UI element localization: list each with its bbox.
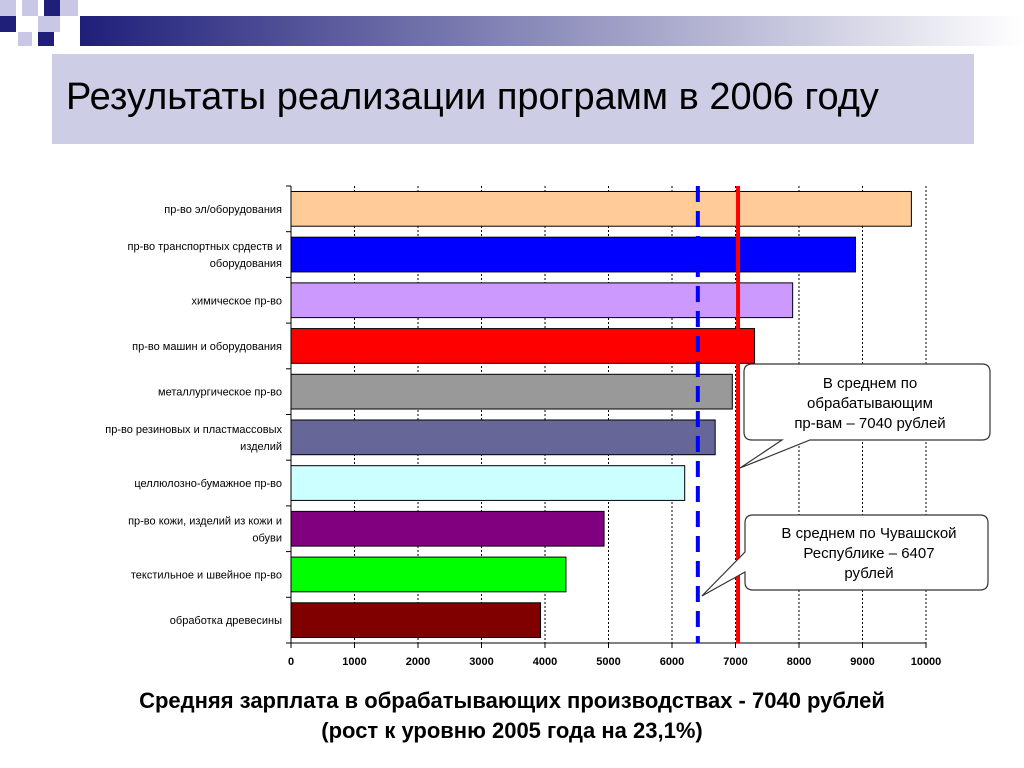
bar: [290, 236, 857, 273]
category-label-line: изделий: [240, 441, 282, 453]
callout-industry-line1: В среднем по: [822, 375, 918, 392]
category-label-line: пр-во машин и оборудования: [132, 341, 282, 353]
x-tick-label: 1000: [342, 656, 366, 668]
decorative-squares: [0, 0, 1024, 50]
callout-industry-average-text: В среднем по обрабатывающим пр-вам – 704…: [750, 374, 990, 434]
callout-republic-line2: Республике – 6407: [803, 545, 935, 562]
category-label-line: пр-во кожи, изделий из кожи и: [128, 515, 282, 527]
caption-line1: Средняя зарплата в обрабатывающих произв…: [139, 688, 885, 713]
bar: [290, 282, 794, 319]
callout-republic-line3: рублей: [844, 565, 894, 582]
x-tick-label: 2000: [406, 656, 430, 668]
category-label: обработка древесины: [170, 615, 282, 627]
category-label: пр-во резиновых и пластмассовых изделий: [105, 424, 282, 453]
x-tick-label: 6000: [660, 656, 684, 668]
bar: [290, 373, 733, 410]
callout-industry-line2: обрабатывающим: [807, 395, 933, 412]
x-tick-label: 10000: [911, 656, 942, 668]
category-label-line: оборудования: [210, 258, 282, 270]
category-label: текстильное и швейное пр-во: [131, 569, 282, 581]
category-label-line: химическое пр-во: [191, 295, 282, 307]
category-label: целлюлозно-бумажное пр-во: [134, 478, 282, 490]
x-tick-label: 0: [288, 656, 294, 668]
bar: [290, 465, 686, 501]
category-label-line: текстильное и швейное пр-во: [131, 569, 282, 581]
bar: [290, 328, 756, 364]
bar: [290, 556, 567, 593]
category-label: пр-во эл/оборудования: [164, 204, 282, 216]
bar: [290, 602, 542, 639]
bar-chart: 0 1000 2000 3000 4000 5000 6000 7000 8000 9000 100…: [105, 185, 991, 668]
title-band: [52, 54, 974, 144]
callout-industry-average: [739, 363, 991, 469]
category-label-line: металлургическое пр-во: [158, 387, 282, 399]
category-label-line: пр-во транспортных срдеств и: [128, 241, 283, 253]
x-tick-label: 4000: [533, 656, 557, 668]
callout-republic-average: [701, 514, 989, 597]
x-tick-label: 3000: [469, 656, 493, 668]
slide-title: Результаты реализации программ в 2006 го…: [66, 76, 879, 118]
category-label-line: обуви: [252, 532, 282, 544]
x-tick-label: 8000: [787, 656, 811, 668]
category-label-line: обработка древесины: [170, 615, 282, 627]
bar: [290, 419, 716, 456]
category-label: металлургическое пр-во: [158, 387, 282, 399]
category-label-line: пр-во эл/оборудования: [164, 204, 282, 216]
callout-republic-line1: В среднем по Чувашской: [781, 525, 957, 542]
category-label-line: целлюлозно-бумажное пр-во: [134, 478, 282, 490]
x-tick-label: 9000: [850, 656, 874, 668]
category-label-line: пр-во резиновых и пластмассовых: [105, 424, 282, 436]
x-tick-label: 5000: [596, 656, 620, 668]
caption-line2: (рост к уровню 2005 года на 23,1%): [321, 718, 703, 743]
callout-industry-line3: пр-вам – 7040 рублей: [794, 415, 946, 432]
category-label: химическое пр-во: [191, 295, 282, 307]
category-label: пр-во транспортных срдеств и оборудования: [128, 241, 283, 270]
x-tick-label: 7000: [723, 656, 747, 668]
callout-republic-average-text: В среднем по Чувашской Республике – 6407…: [750, 524, 988, 584]
category-label: пр-во машин и оборудования: [132, 341, 282, 353]
category-label: пр-во кожи, изделий из кожи и обуви: [128, 515, 282, 544]
bar: [290, 190, 912, 227]
bar: [290, 510, 605, 547]
